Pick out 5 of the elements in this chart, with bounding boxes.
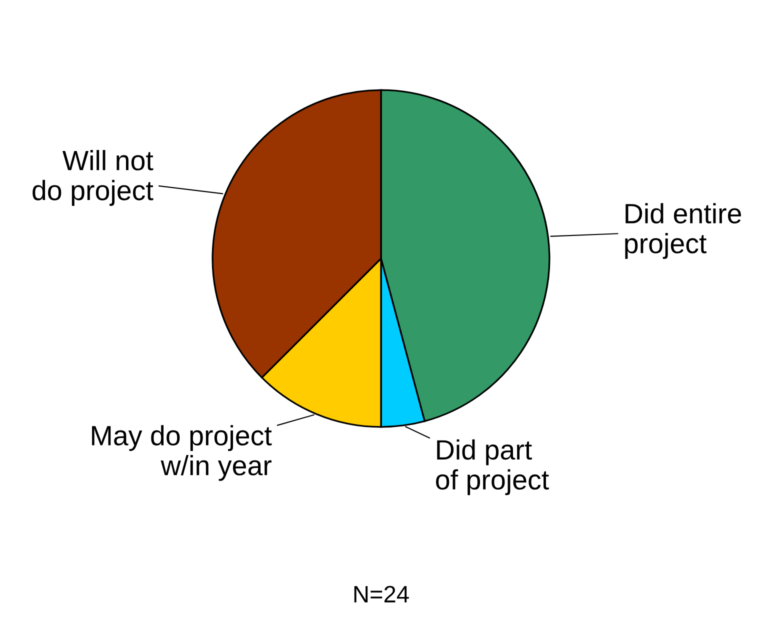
slice-label: May do project w/in year <box>92 425 272 481</box>
slice-label: Will not do project <box>32 150 154 206</box>
slice-label: Did entire project <box>625 203 742 259</box>
text: N=24 <box>354 586 409 602</box>
slice-label: Did part of project <box>436 439 549 496</box>
